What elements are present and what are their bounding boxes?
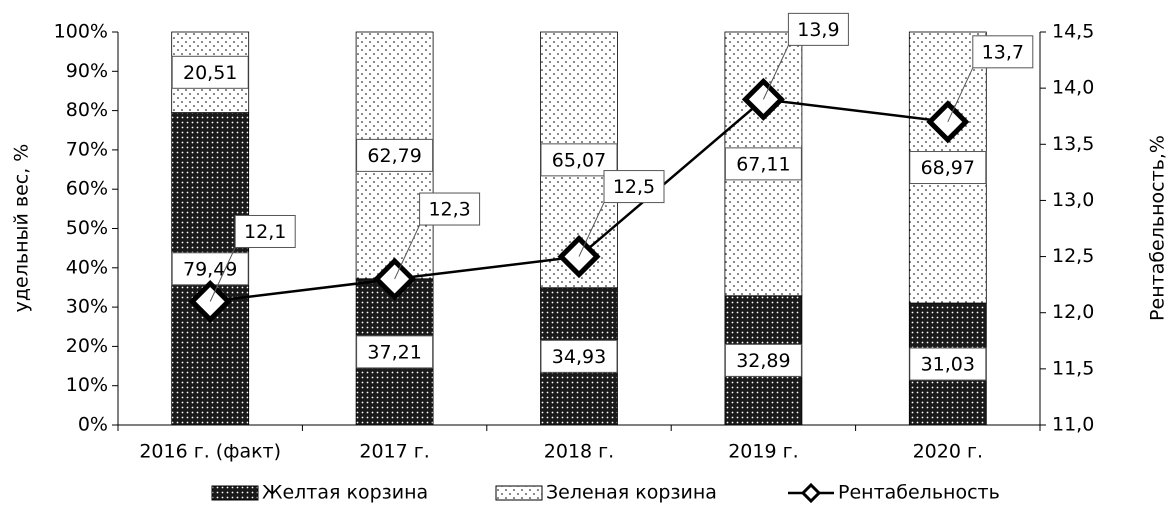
y-tick-label: 90% (66, 60, 108, 82)
y-axis-title: удельный вес, % (11, 144, 33, 313)
line-label: 13,9 (797, 19, 839, 41)
legend-label: Желтая корзина (262, 482, 428, 504)
x-tick-label: 2016 г. (факт) (139, 441, 281, 463)
x-tick-label: 2020 г. (913, 441, 983, 463)
y-tick-label: 40% (66, 256, 108, 278)
data-label: 34,93 (552, 346, 606, 368)
data-label-box (171, 252, 249, 286)
marker (926, 100, 970, 144)
leader-line (762, 45, 789, 100)
data-label: 68,97 (921, 157, 975, 179)
y-tick-label: 50% (66, 217, 108, 239)
legend-label: Зеленая корзина (546, 482, 717, 504)
y-tick-label: 30% (66, 296, 108, 318)
legend-swatch (211, 485, 259, 501)
line-label-box (419, 192, 481, 226)
data-label: 32,89 (736, 350, 790, 372)
y-tick-label: 80% (66, 99, 108, 121)
y-tick-label: 0% (78, 414, 108, 436)
y2-tick-label: 11,0 (1052, 414, 1094, 436)
data-label: 31,03 (921, 354, 975, 376)
y-tick-label: 70% (66, 138, 108, 160)
line-label: 12,1 (244, 221, 286, 243)
data-label-box (356, 335, 434, 369)
y2-tick-label: 13,5 (1052, 133, 1094, 155)
data-label-box (909, 151, 987, 185)
line-label-box (603, 170, 665, 204)
line-label-box (234, 214, 296, 248)
y2-tick-label: 12,0 (1052, 301, 1094, 323)
leader-line (578, 202, 605, 257)
data-label: 79,49 (183, 258, 237, 280)
x-tick-label: 2017 г. (359, 441, 429, 463)
line-label: 12,3 (428, 199, 470, 221)
legend-marker (800, 482, 822, 504)
marker (188, 279, 232, 324)
data-label: 62,79 (367, 145, 421, 167)
legend-label: Рентабельность (838, 482, 1000, 504)
y2-tick-label: 14,0 (1052, 77, 1094, 99)
y2-axis-title: Рентабельность,% (1147, 135, 1169, 321)
data-label: 20,51 (183, 62, 237, 84)
data-label-box (724, 147, 802, 181)
leader-line (394, 224, 421, 280)
y2-tick-label: 14,5 (1052, 21, 1094, 43)
data-label-box (171, 55, 249, 89)
line-label: 12,5 (613, 176, 655, 198)
line-label-box (972, 35, 1034, 69)
legend-swatch (495, 485, 543, 501)
marker (373, 257, 417, 301)
data-label-box (724, 343, 802, 377)
x-tick-label: 2019 г. (728, 441, 798, 463)
data-label-box (909, 347, 987, 381)
y-tick-label: 20% (66, 335, 108, 357)
line-label: 13,7 (982, 41, 1024, 63)
y-tick-label: 60% (66, 178, 108, 200)
y2-tick-label: 11,5 (1052, 357, 1094, 379)
data-label: 67,11 (736, 153, 790, 175)
y-tick-label: 10% (66, 374, 108, 396)
y2-tick-label: 13,0 (1052, 189, 1094, 211)
y-tick-label: 100% (54, 21, 108, 43)
y2-tick-label: 12,5 (1052, 245, 1094, 267)
leader-line (209, 247, 236, 302)
data-label: 65,07 (552, 149, 606, 171)
data-label-box (540, 339, 618, 373)
data-label-box (356, 138, 434, 172)
data-label: 37,21 (367, 341, 421, 363)
x-tick-label: 2018 г. (544, 441, 614, 463)
leader-line (947, 67, 974, 123)
line-label-box (787, 12, 849, 46)
